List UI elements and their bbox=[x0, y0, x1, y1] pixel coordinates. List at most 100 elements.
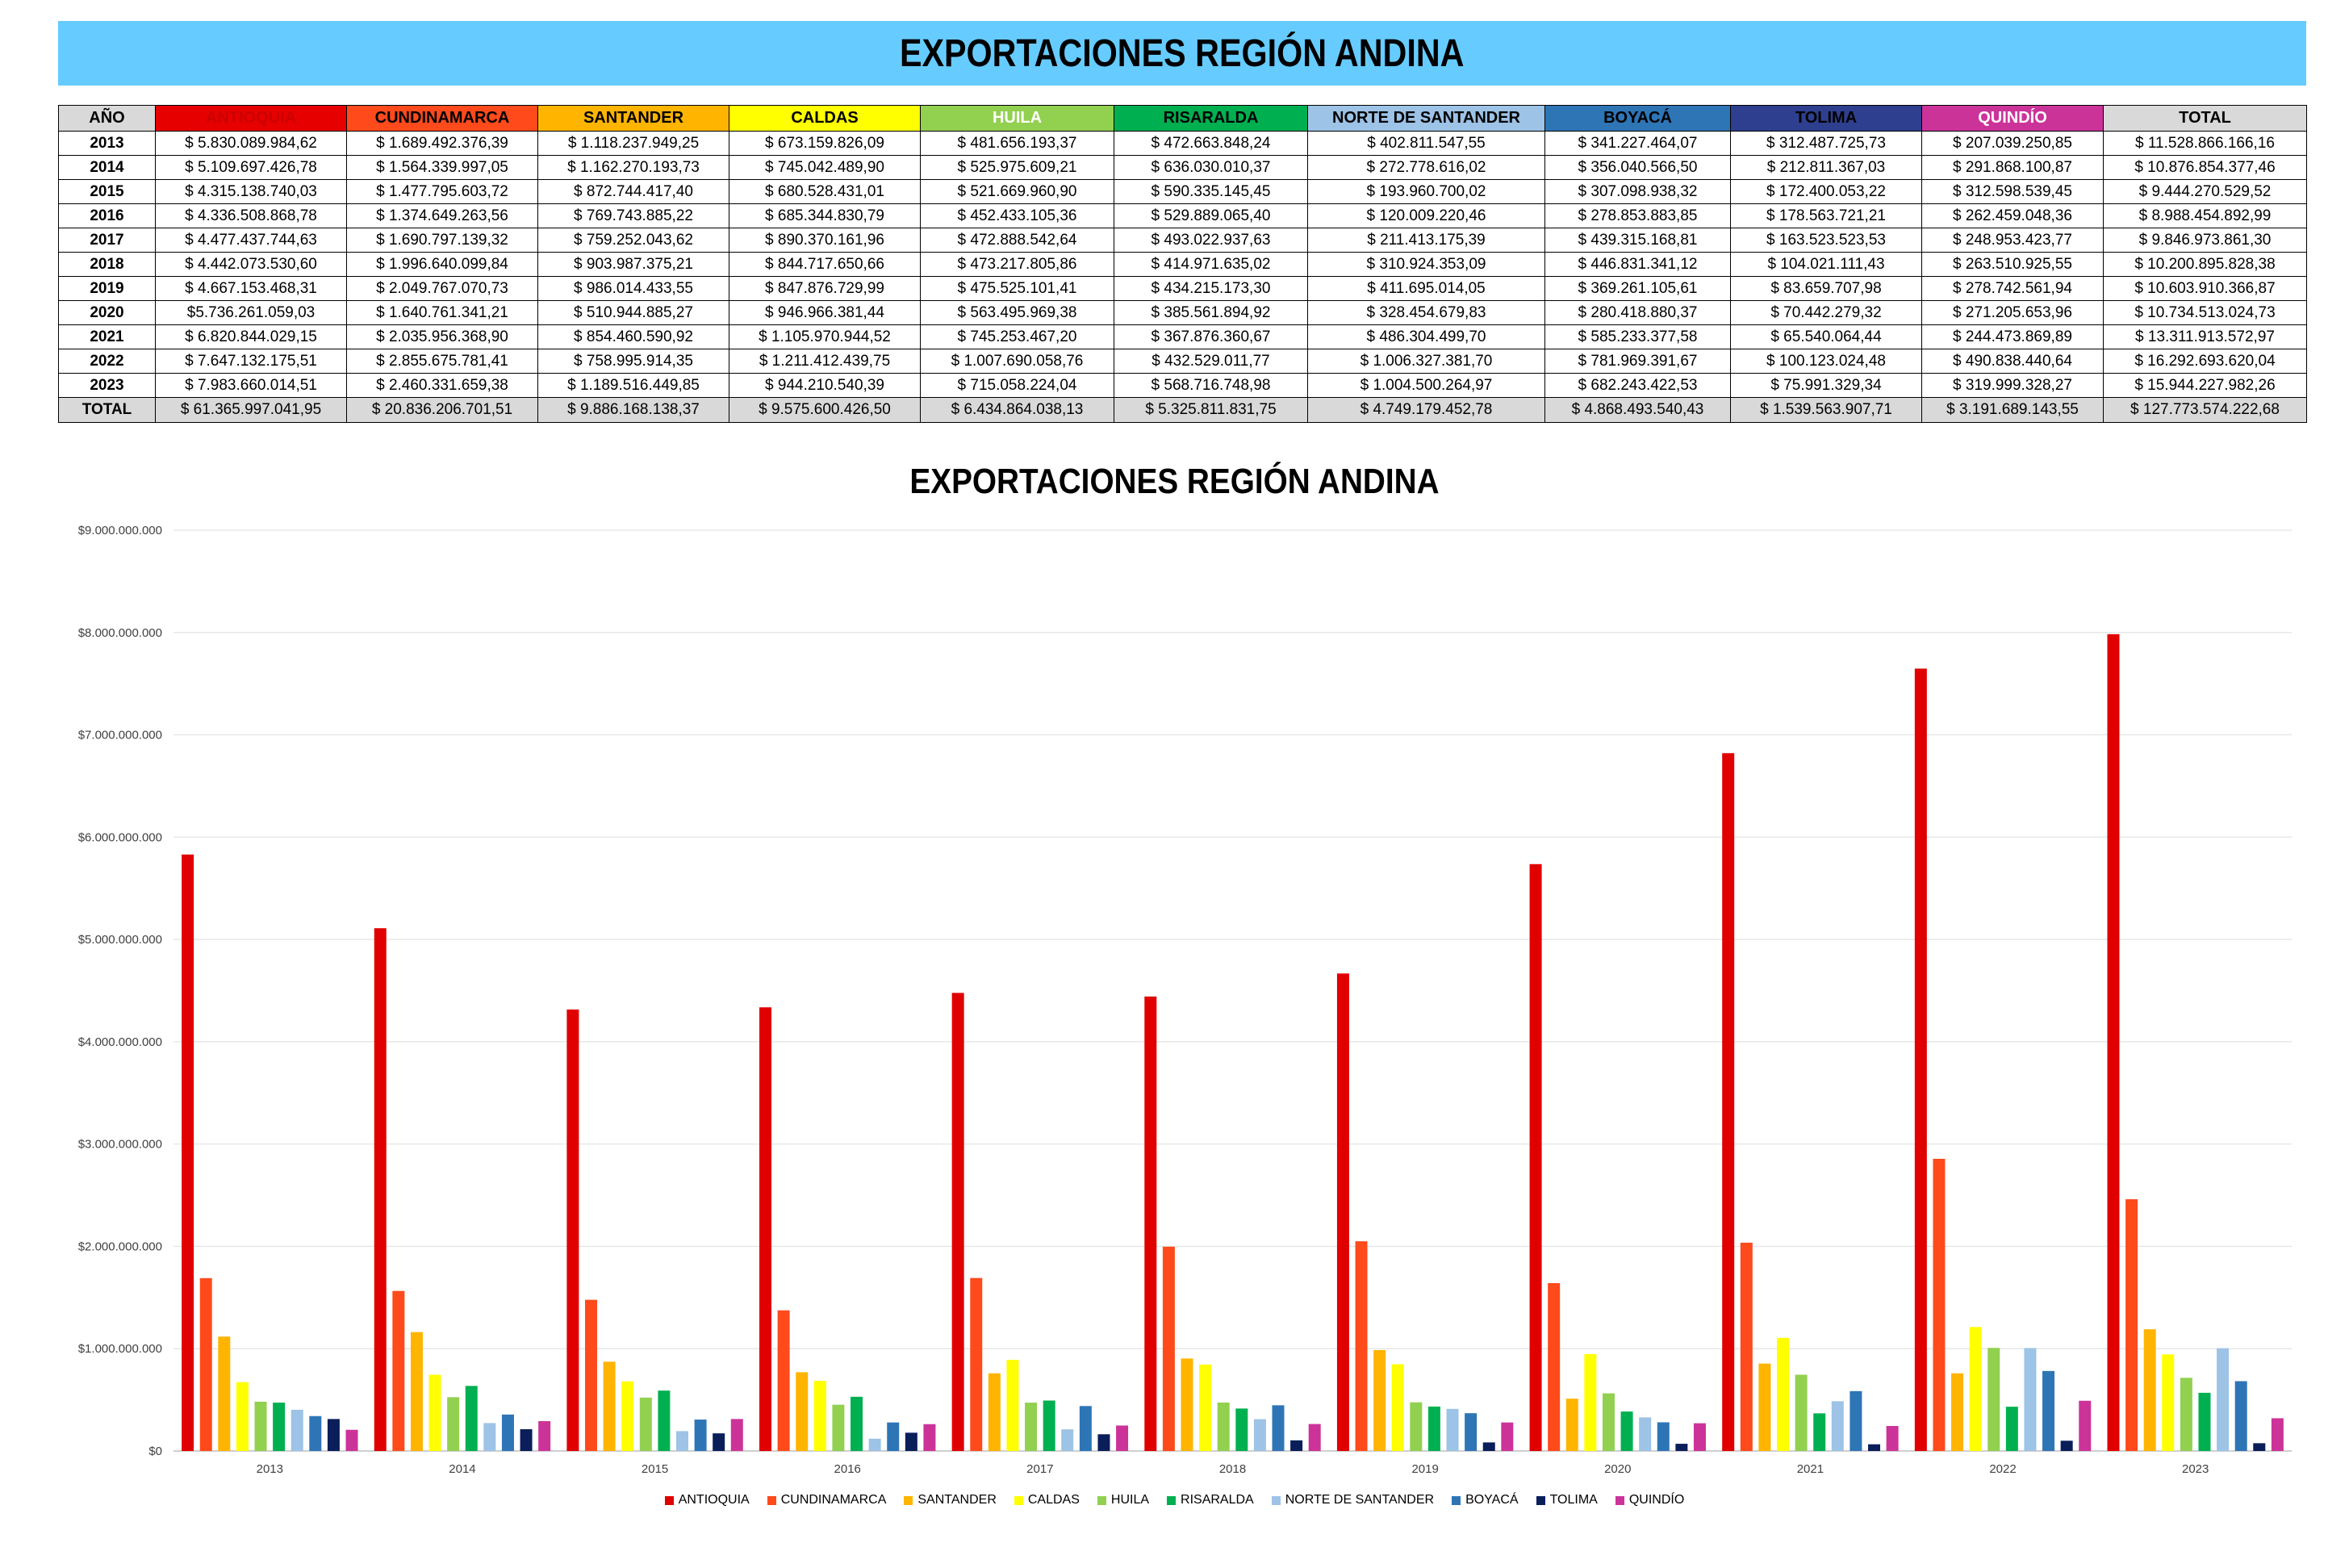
table-cell: $5.736.261.059,03 bbox=[155, 300, 347, 325]
row-year: 2017 bbox=[58, 228, 156, 253]
bar-santander-2018 bbox=[1181, 1358, 1193, 1451]
row-year: 2016 bbox=[58, 203, 156, 228]
table-cell: $ 844.717.650,66 bbox=[729, 252, 921, 277]
bar-boyac--2017 bbox=[1079, 1406, 1092, 1451]
table-cell: $ 5.830.089.984,62 bbox=[155, 131, 347, 156]
bar-risaralda-2018 bbox=[1235, 1408, 1248, 1451]
table-cell: $ 758.995.914,35 bbox=[537, 349, 729, 374]
legend-item: SANTANDER bbox=[904, 1493, 997, 1507]
bar-santander-2016 bbox=[796, 1372, 809, 1451]
bar-risaralda-2016 bbox=[851, 1396, 863, 1451]
bar-risaralda-2013 bbox=[273, 1403, 286, 1451]
table-cell: $ 6.820.844.029,15 bbox=[155, 324, 347, 349]
x-tick-label: 2016 bbox=[834, 1462, 861, 1476]
bar-caldas-2023 bbox=[2162, 1354, 2175, 1451]
table-cell: $ 847.876.729,99 bbox=[729, 276, 921, 301]
table-cell: $ 278.853.883,85 bbox=[1544, 203, 1731, 228]
table-cell: $ 8.988.454.892,99 bbox=[2103, 203, 2307, 228]
legend-swatch bbox=[1097, 1495, 1106, 1505]
legend-swatch bbox=[904, 1495, 913, 1505]
header-risaralda: RISARALDA bbox=[1114, 105, 1308, 132]
bar-cundinamarca-2019 bbox=[1355, 1241, 1368, 1451]
y-tick-label: $9.000.000.000 bbox=[78, 524, 162, 537]
table-cell: $ 411.695.014,05 bbox=[1307, 276, 1545, 301]
table-cell: $ 2.855.675.781,41 bbox=[346, 349, 538, 374]
table-row: 2017 $ 4.477.437.744,63 $ 1.690.797.139,32… bbox=[58, 228, 2307, 253]
legend-swatch bbox=[1167, 1495, 1177, 1505]
bar-quind-o-2016 bbox=[923, 1424, 936, 1451]
table-cell: $ 769.743.885,22 bbox=[537, 203, 729, 228]
table-cell: $ 367.876.360,67 bbox=[1114, 324, 1308, 349]
bar-quind-o-2020 bbox=[1693, 1423, 1706, 1451]
x-tick-label: 2020 bbox=[1604, 1462, 1631, 1476]
table-cell: $ 10.734.513.024,73 bbox=[2103, 300, 2307, 325]
bar-antioquia-2014 bbox=[374, 928, 387, 1451]
bar-boyac--2020 bbox=[1657, 1422, 1670, 1451]
table-cell: $ 4.749.179.452,78 bbox=[1307, 397, 1545, 423]
bar-quind-o-2018 bbox=[1308, 1424, 1321, 1451]
legend-item: CUNDINAMARCA bbox=[767, 1493, 886, 1507]
table-cell: $ 434.215.173,30 bbox=[1114, 276, 1308, 301]
table-cell: $ 452.433.105,36 bbox=[920, 203, 1114, 228]
table-cell: $ 439.315.168,81 bbox=[1544, 228, 1731, 253]
table-cell: $ 20.836.206.701,51 bbox=[346, 397, 538, 423]
table-cell: $ 11.528.866.166,16 bbox=[2103, 131, 2307, 156]
header-tolima: TOLIMA bbox=[1730, 105, 1922, 132]
row-year: 2018 bbox=[58, 252, 156, 277]
table-cell: $ 481.656.193,37 bbox=[920, 131, 1114, 156]
x-tick-label: 2014 bbox=[449, 1462, 475, 1476]
table-cell: $ 1.689.492.376,39 bbox=[346, 131, 538, 156]
bar-antioquia-2022 bbox=[1914, 668, 1927, 1451]
table-cell: $ 1.640.761.341,21 bbox=[346, 300, 538, 325]
table-header-row: AÑO ANTIOQUIA CUNDINAMARCA SANTANDER CALDAS H… bbox=[58, 105, 2307, 132]
header-cundinamarca: CUNDINAMARCA bbox=[346, 105, 538, 132]
bar-caldas-2017 bbox=[1006, 1360, 1019, 1451]
bar-tolima-2021 bbox=[1868, 1444, 1881, 1451]
bar-risaralda-2020 bbox=[1620, 1411, 1633, 1451]
bar-risaralda-2017 bbox=[1043, 1400, 1055, 1451]
table-cell: $ 291.868.100,87 bbox=[1921, 155, 2104, 180]
table-cell: $ 745.042.489,90 bbox=[729, 155, 921, 180]
bar-tolima-2016 bbox=[905, 1432, 917, 1451]
table-row: 2023 $ 7.983.660.014,51 $ 2.460.331.659,38… bbox=[58, 373, 2307, 398]
legend-item: RISARALDA bbox=[1167, 1493, 1254, 1507]
table-cell: $ 890.370.161,96 bbox=[729, 228, 921, 253]
table-cell: $ 4.868.493.540,43 bbox=[1544, 397, 1731, 423]
table-cell: $ 127.773.574.222,68 bbox=[2103, 397, 2307, 423]
table-cell: $ 385.561.894,92 bbox=[1114, 300, 1308, 325]
bar-boyac--2022 bbox=[2042, 1370, 2055, 1451]
x-tick-label: 2021 bbox=[1797, 1462, 1824, 1476]
table-cell: $ 278.742.561,94 bbox=[1921, 276, 2104, 301]
table-cell: $ 5.109.697.426,78 bbox=[155, 155, 347, 180]
bar-huila-2023 bbox=[2180, 1378, 2192, 1451]
bar-cundinamarca-2014 bbox=[392, 1290, 405, 1451]
y-tick-label: $2.000.000.000 bbox=[78, 1240, 162, 1253]
bar-cundinamarca-2023 bbox=[2125, 1199, 2138, 1451]
table-cell: $ 9.575.600.426,50 bbox=[729, 397, 921, 423]
bar-huila-2017 bbox=[1025, 1403, 1038, 1451]
bar-boyac--2013 bbox=[309, 1415, 322, 1451]
bar-boyac--2021 bbox=[1850, 1390, 1862, 1451]
row-year: 2015 bbox=[58, 179, 156, 204]
bar-santander-2014 bbox=[410, 1332, 423, 1451]
legend-label: SANTANDER bbox=[917, 1493, 997, 1507]
table-cell: $ 1.539.563.907,71 bbox=[1730, 397, 1922, 423]
bar-caldas-2014 bbox=[428, 1374, 441, 1451]
legend-label: RISARALDA bbox=[1181, 1493, 1254, 1507]
table-cell: $ 75.991.329,34 bbox=[1730, 373, 1922, 398]
table-cell: $ 529.889.065,40 bbox=[1114, 203, 1308, 228]
table-cell: $ 2.049.767.070,73 bbox=[346, 276, 538, 301]
bar-norte-de-santander-2022 bbox=[2024, 1348, 2037, 1451]
table-row: 2021 $ 6.820.844.029,15 $ 2.035.956.368,90… bbox=[58, 324, 2307, 349]
bar-quind-o-2021 bbox=[1886, 1426, 1899, 1451]
page-title: EXPORTACIONES REGIÓN ANDINA bbox=[900, 31, 1465, 75]
bar-tolima-2018 bbox=[1290, 1440, 1303, 1451]
bar-quind-o-2023 bbox=[2271, 1418, 2284, 1451]
table-cell: $ 212.811.367,03 bbox=[1730, 155, 1922, 180]
bar-risaralda-2023 bbox=[2198, 1392, 2211, 1451]
table-cell: $ 2.460.331.659,38 bbox=[346, 373, 538, 398]
table-cell: $ 211.413.175,39 bbox=[1307, 228, 1545, 253]
table-cell: $ 280.418.880,37 bbox=[1544, 300, 1731, 325]
bar-norte-de-santander-2021 bbox=[1831, 1401, 1844, 1451]
table-cell: $ 490.838.440,64 bbox=[1921, 349, 2104, 374]
